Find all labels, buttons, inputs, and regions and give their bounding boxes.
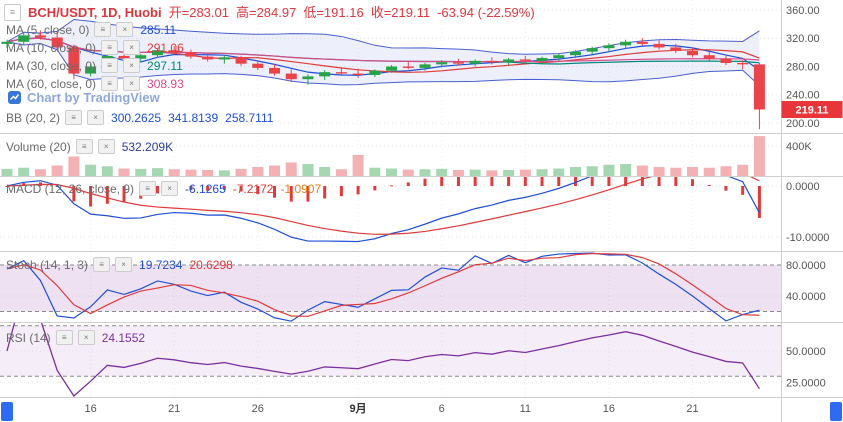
stoch-k-value: 19.7234 [139, 257, 183, 272]
ma30-label: MA (30, close, 0) [6, 58, 97, 73]
macd-settings-icon[interactable]: ≡ [139, 181, 157, 196]
svg-text:16: 16 [84, 403, 96, 415]
price-axis[interactable] [781, 0, 843, 398]
rsi-label: RSI (14) [6, 330, 51, 345]
svg-text:21: 21 [168, 403, 180, 415]
macd-value-2: -7.2172 [232, 181, 274, 196]
tradingview-watermark[interactable]: Chart by TradingView [8, 90, 160, 105]
svg-text:0.0000: 0.0000 [786, 181, 820, 193]
watermark-text: Chart by TradingView [27, 90, 160, 105]
svg-text:21: 21 [686, 403, 698, 415]
ma5-value: 285.11 [140, 22, 177, 37]
ma5-close-icon[interactable]: × [116, 22, 134, 37]
svg-text:240.00: 240.00 [786, 90, 820, 102]
ma5-label: MA (5, close, 0) [6, 22, 90, 37]
rsi-legend: RSI (14) ≡ × 24.1552 [6, 330, 145, 345]
ma30-settings-icon[interactable]: ≡ [101, 58, 119, 73]
svg-text:360.00: 360.00 [786, 5, 820, 17]
svg-text:320.00: 320.00 [786, 33, 820, 45]
svg-text:9月: 9月 [350, 402, 367, 415]
svg-text:50.0000: 50.0000 [786, 346, 826, 358]
macd-value-3: -1.0907 [280, 181, 322, 196]
ma60-close-icon[interactable]: × [123, 76, 141, 91]
ma60-settings-icon[interactable]: ≡ [101, 76, 119, 91]
macd-label: MACD (12, 26, close, 9) [6, 181, 135, 196]
stoch-d-value: 20.6298 [189, 257, 233, 272]
bb-upper-value: 341.8139 [168, 110, 219, 125]
ma60-legend: MA (60, close, 0) ≡ × 308.93 [6, 76, 184, 91]
ohlc-close: 收=219.11 [370, 5, 431, 20]
ma10-settings-icon[interactable]: ≡ [101, 40, 119, 55]
bb-label: BB (20, 2) [6, 110, 61, 125]
svg-text:400K: 400K [786, 141, 812, 153]
time-axis[interactable] [0, 398, 843, 422]
ma30-legend: MA (30, close, 0) ≡ × 297.11 [6, 58, 183, 73]
bb-lower-value: 258.7111 [225, 110, 274, 125]
ma10-legend: MA (10, close, 0) ≡ × 291.06 [6, 40, 184, 55]
ma30-close-icon[interactable]: × [123, 58, 141, 73]
bb-basis-value: 300.2625 [111, 110, 162, 125]
stoch-legend: Stoch (14, 1, 3) ≡ × 19.7234 20.6298 [6, 257, 233, 272]
ma10-value: 291.06 [147, 40, 184, 55]
price-change: -63.94 (-22.59%) [437, 5, 535, 20]
ohlc-high: 高=284.97 [235, 5, 297, 20]
ma10-label: MA (10, close, 0) [6, 40, 97, 55]
bb-settings-icon[interactable]: ≡ [65, 110, 83, 125]
volume-settings-icon[interactable]: ≡ [75, 139, 93, 154]
stoch-close-icon[interactable]: × [115, 257, 133, 272]
ma5-legend: MA (5, close, 0) ≡ × 285.11 [6, 22, 176, 37]
bb-legend: BB (20, 2) ≡ × 300.2625 341.8139 258.711… [6, 110, 273, 125]
ohlc-open: 开=283.01 [168, 5, 229, 20]
ma60-label: MA (60, close, 0) [6, 76, 97, 91]
volume-legend: Volume (20) ≡ × 532.209K [6, 139, 173, 154]
svg-text:80.0000: 80.0000 [786, 260, 826, 272]
svg-text:11: 11 [520, 403, 531, 415]
tradingview-logo-icon [8, 91, 21, 104]
ma10-close-icon[interactable]: × [123, 40, 141, 55]
svg-text:280.00: 280.00 [786, 61, 820, 73]
stoch-label: Stoch (14, 1, 3) [6, 257, 89, 272]
svg-text:16: 16 [603, 403, 615, 415]
svg-text:6: 6 [439, 403, 445, 415]
volume-close-icon[interactable]: × [97, 139, 115, 154]
bottom-left-button[interactable] [1, 402, 13, 421]
svg-text:40.0000: 40.0000 [786, 291, 826, 303]
svg-text:26: 26 [252, 403, 264, 415]
bottom-right-button[interactable] [830, 402, 842, 421]
svg-text:200.00: 200.00 [786, 118, 820, 130]
bb-close-icon[interactable]: × [87, 110, 105, 125]
ma30-value: 297.11 [147, 58, 183, 73]
volume-label: Volume (20) [6, 139, 71, 154]
rsi-settings-icon[interactable]: ≡ [55, 330, 73, 345]
rsi-close-icon[interactable]: × [77, 330, 95, 345]
macd-legend: MACD (12, 26, close, 9) ≡ × -6.1265 -7.2… [6, 181, 321, 196]
svg-text:25.0000: 25.0000 [786, 377, 826, 389]
ohlc-low: 低=191.16 [303, 5, 364, 20]
svg-text:219.11: 219.11 [795, 104, 828, 116]
symbol-title: BCH/USDT, 1D, Huobi [28, 5, 162, 20]
volume-value: 532.209K [121, 139, 174, 154]
macd-close-icon[interactable]: × [161, 181, 179, 196]
stoch-settings-icon[interactable]: ≡ [93, 257, 111, 272]
ma5-settings-icon[interactable]: ≡ [94, 22, 112, 37]
svg-text:-10.0000: -10.0000 [786, 232, 829, 244]
rsi-value: 24.1552 [101, 330, 146, 345]
ma60-value: 308.93 [147, 76, 184, 91]
symbol-header: ≡ BCH/USDT, 1D, Huobi 开=283.01 高=284.97 … [4, 4, 535, 21]
macd-value-1: -6.1265 [185, 181, 226, 196]
chart-menu-icon[interactable]: ≡ [4, 4, 21, 21]
